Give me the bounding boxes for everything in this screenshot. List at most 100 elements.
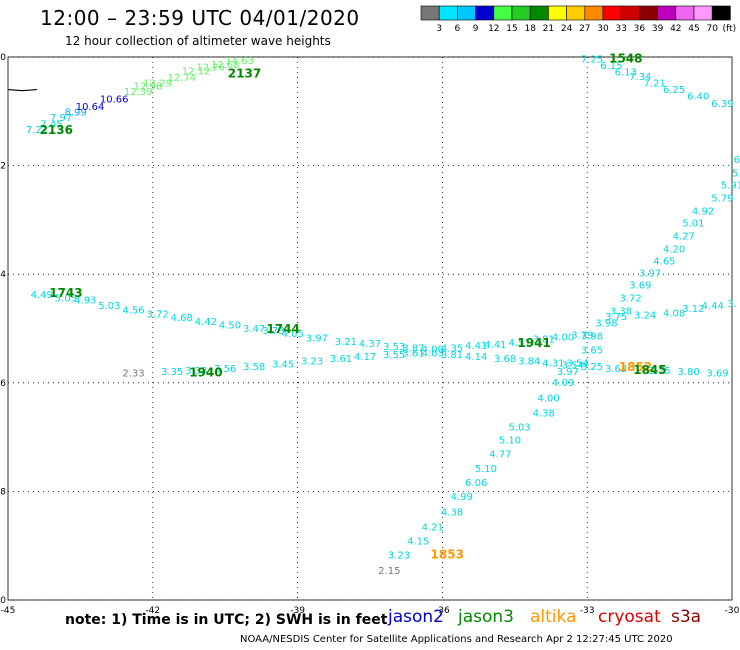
wave-height-label: 4.20	[663, 244, 685, 255]
colorbar-label: 24	[561, 24, 573, 34]
legend-cryosat: cryosat	[598, 607, 661, 627]
colorbar-label: 12	[488, 24, 499, 34]
wave-height-label: 3.45	[272, 360, 294, 371]
wave-height-label: 4.00	[552, 332, 574, 343]
wave-height-label: 12.39	[124, 87, 153, 98]
pass-time-label: 1940	[189, 365, 222, 379]
wave-height-label: 10.64	[76, 102, 105, 113]
wave-height-label: 4.38	[533, 408, 555, 419]
wave-height-label: 6.40	[687, 91, 709, 102]
wave-height-label: 4.00	[422, 344, 444, 355]
wave-height-label: 4.14	[465, 352, 487, 363]
wave-height-label: 4.17	[354, 352, 376, 363]
wave-height-label: 3.61	[330, 354, 352, 365]
wave-height-label: 4.56	[122, 305, 144, 316]
wave-height-label: 12.29	[143, 78, 172, 89]
colorbar-swatch	[475, 5, 495, 21]
wave-height-label: 3.81	[533, 335, 555, 346]
wave-height-label: 6.39	[711, 99, 733, 110]
wave-height-label: 4.09	[552, 378, 574, 389]
y-tick-label: -68	[0, 487, 6, 497]
colorbar-swatch	[457, 5, 476, 21]
colorbar-swatch	[529, 5, 549, 21]
colorbar-swatch	[620, 5, 640, 21]
colorbar-label: (ft)	[723, 24, 737, 34]
wave-height-label: 3.24	[634, 311, 656, 322]
wave-height-label: 4.41	[484, 340, 506, 351]
y-tick-label: -62	[0, 162, 6, 172]
wave-height-label: 4.15	[407, 537, 429, 548]
wave-height-label: 2.33	[122, 368, 144, 379]
colorbar-label: 30	[597, 24, 609, 34]
wave-height-label: 3.54	[562, 361, 584, 372]
colorbar-swatch	[438, 5, 458, 21]
y-tick-label: -70	[0, 596, 6, 606]
chart-title: 12:00 – 23:59 UTC 04/01/2020	[40, 6, 360, 30]
colorbar-swatch	[548, 5, 567, 21]
plot-frame	[7, 56, 733, 601]
wave-height-label: 5.	[732, 168, 740, 179]
wave-height-label: 4.05	[282, 329, 304, 340]
colorbar-label: 18	[524, 24, 536, 34]
wave-height-label: 3.98	[595, 318, 617, 329]
wave-height-label: 3.35	[161, 367, 183, 378]
wave-height-label: 4.41	[465, 341, 487, 352]
wave-height-label: 3.68	[494, 354, 516, 365]
wave-height-label: 3.55	[383, 350, 405, 361]
wave-height-label: 7.97	[50, 113, 72, 124]
wave-height-label: 4.35	[441, 343, 463, 354]
legend-s3a: s3a	[671, 607, 702, 627]
colorbar-swatch	[693, 5, 713, 21]
colorbar-label: 27	[579, 24, 590, 34]
wave-height-label: 7.21	[26, 125, 48, 136]
wave-height-label: 7.45	[40, 120, 62, 131]
wave-height-label: 3.53	[383, 342, 405, 353]
wave-height-label: 4.92	[692, 206, 714, 217]
data-marks: 7.217.457.978.9910.6410.6612.3912.9812.2…	[7, 51, 740, 577]
wave-height-label: 3.38	[610, 306, 632, 317]
wave-height-label: 4.00	[537, 393, 559, 404]
wave-height-label: 5.79	[711, 193, 733, 204]
wave-height-label: 4.68	[171, 313, 193, 324]
wave-height-label: 6	[734, 155, 740, 166]
wave-height-label: 3.79	[571, 330, 593, 341]
colorbar-label: 36	[634, 24, 646, 34]
wave-height-label: 3.84	[518, 356, 540, 367]
wave-height-label: 3.12	[682, 304, 704, 315]
wave-height-label: 8.99	[64, 108, 86, 119]
wave-height-label: 4.03	[422, 349, 444, 360]
wave-height-label: 6.06	[465, 478, 487, 489]
wave-height-label: 3.65	[581, 345, 603, 356]
wave-height-label: 3.63	[605, 364, 627, 375]
legend-jason2: jason2	[388, 607, 444, 627]
wave-height-label: 4.38	[441, 507, 463, 518]
colorbar-swatch	[420, 5, 440, 21]
wave-height-label: 4.08	[663, 309, 685, 320]
wave-height-label: 3.75	[605, 312, 627, 323]
wave-height-label: 3.72	[146, 310, 168, 321]
wave-height-label: 12.26	[196, 63, 225, 74]
wave-height-label: 7.21	[644, 78, 666, 89]
wave-height-label: 4.51	[508, 338, 530, 349]
colorbar-swatch	[639, 5, 658, 21]
wave-height-label: 2.15	[378, 566, 400, 577]
colorbar: 3 6 9 12 15 18 21 24 27 30 33 36 39 42 45 70 (ft)	[420, 5, 737, 34]
pass-time-label: 1853	[431, 548, 464, 562]
wave-height-label: 4.93	[74, 296, 96, 307]
wave-height-label: 5.03	[508, 423, 530, 434]
wave-height-label: 6.25	[663, 85, 685, 96]
wave-height-label: 5.03	[98, 301, 120, 312]
wave-height-label: 4.77	[489, 450, 511, 461]
wave-height-label: 3.73	[262, 326, 284, 337]
wave-height-label: 4.21	[422, 522, 444, 533]
y-tick-label: -64	[0, 270, 6, 280]
pass-time-label: 1852	[619, 360, 652, 374]
wave-height-label: 12.12	[182, 66, 211, 77]
wave-height-label: 3.56	[214, 364, 236, 375]
colorbar-swatch	[657, 5, 677, 21]
pass-time-label: 1548	[609, 51, 642, 65]
wave-height-label: 6.15	[600, 61, 622, 72]
wave-height-label: 3.72	[620, 293, 642, 304]
wave-height-label: 3.23	[388, 551, 410, 562]
wave-height-label: 4.27	[673, 231, 695, 242]
